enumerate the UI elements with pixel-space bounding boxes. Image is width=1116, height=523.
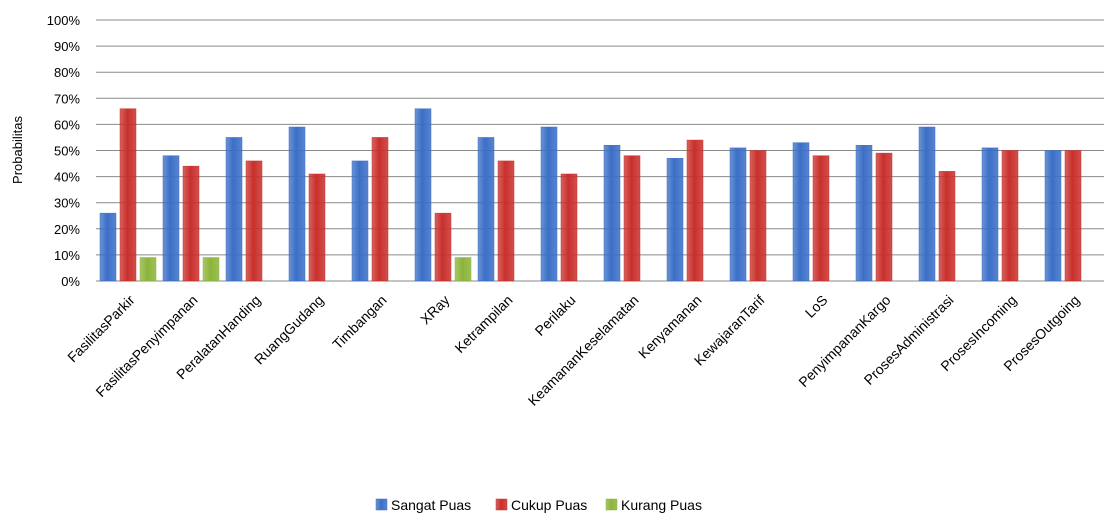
bar-sangat-puas (729, 147, 747, 282)
bars (99, 108, 1082, 282)
x-axis-labels: FasilitasParkirFasilitasPenyimpananPeral… (64, 292, 1082, 409)
y-tick-label: 10% (54, 248, 80, 263)
bar-cukup-puas (749, 150, 767, 282)
x-category-label: XRay (417, 292, 453, 328)
bar-sangat-puas (792, 142, 810, 282)
bar-cukup-puas (560, 173, 578, 282)
bar-cukup-puas (182, 165, 200, 282)
bar-kurang-puas (139, 257, 157, 282)
bar-kurang-puas (454, 257, 472, 282)
bar-sangat-puas (162, 155, 180, 282)
x-category-label: Ketrampilan (451, 292, 515, 356)
legend-label: Cukup Puas (511, 497, 587, 513)
bar-cukup-puas (245, 160, 263, 282)
y-tick-label: 0% (61, 274, 80, 289)
bar-sangat-puas (1044, 150, 1062, 282)
bar-cukup-puas (1064, 150, 1082, 282)
legend-swatch (605, 498, 618, 511)
bar-sangat-puas (540, 126, 558, 282)
bar-cukup-puas (308, 173, 326, 282)
legend-swatch (375, 498, 388, 511)
legend-swatch (495, 498, 508, 511)
y-tick-label: 30% (54, 196, 80, 211)
y-tick-label: 40% (54, 170, 80, 185)
legend: Sangat Puas Cukup Puas Kurang Puas (375, 497, 702, 513)
x-category-label: FasilitasPenyimpanan (92, 292, 200, 400)
bar-cukup-puas (938, 171, 956, 282)
bar-sangat-puas (351, 160, 369, 282)
bar-cukup-puas (875, 152, 893, 282)
x-category-label: Perilaku (532, 292, 579, 339)
x-category-label: KeamananKeselamatan (525, 292, 642, 409)
bar-kurang-puas (202, 257, 220, 282)
bar-sangat-puas (414, 108, 432, 282)
bar-sangat-puas (918, 126, 936, 282)
bar-sangat-puas (99, 212, 117, 282)
bar-cukup-puas (119, 108, 137, 282)
bar-sangat-puas (225, 137, 243, 282)
legend-label: Sangat Puas (391, 497, 471, 513)
bar-sangat-puas (666, 158, 684, 282)
bar-sangat-puas (288, 126, 306, 282)
bar-cukup-puas (623, 155, 641, 282)
bar-sangat-puas (855, 145, 873, 282)
bar-sangat-puas (981, 147, 999, 282)
bar-cukup-puas (812, 155, 830, 282)
x-category-label: Timbangan (329, 292, 389, 352)
y-tick-label: 100% (47, 13, 81, 28)
y-tick-label: 70% (54, 91, 80, 106)
bar-cukup-puas (1001, 150, 1019, 282)
y-tick-label: 80% (54, 65, 80, 80)
legend-label: Kurang Puas (621, 497, 702, 513)
y-tick-label: 50% (54, 144, 80, 159)
y-tick-label: 90% (54, 39, 80, 54)
gridlines (96, 19, 1104, 282)
bar-cukup-puas (686, 139, 704, 282)
bar-sangat-puas (477, 137, 495, 282)
y-axis-title: Probabilitas (10, 116, 25, 184)
x-category-label: Kenyamanan (635, 292, 705, 362)
y-tick-label: 60% (54, 117, 80, 132)
bar-sangat-puas (603, 145, 621, 282)
bar-cukup-puas (434, 212, 452, 282)
x-category-label: LoS (802, 292, 831, 321)
bar-cukup-puas (371, 137, 389, 282)
y-tick-label: 20% (54, 222, 80, 237)
y-axis-ticks: 0% 10% 20% 30% 40% 50% 60% 70% 80% 90% 100% (47, 13, 81, 289)
bar-cukup-puas (497, 160, 515, 282)
